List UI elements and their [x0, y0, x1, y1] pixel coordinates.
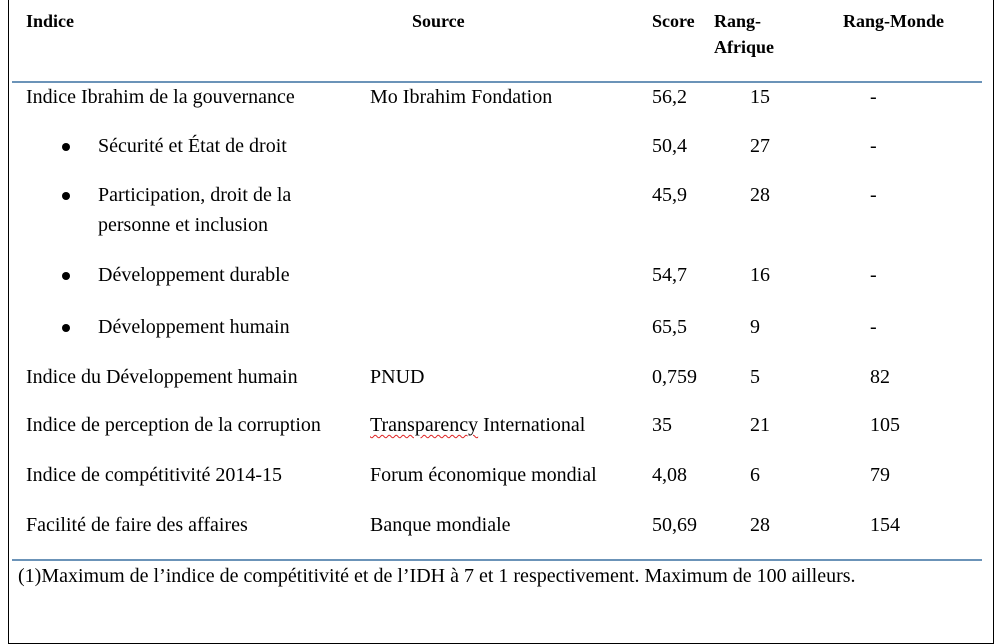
header-divider: [12, 81, 982, 83]
header-rang-afrique-line1: Rang-: [714, 11, 762, 31]
row-indice: Indice de perception de la corruption: [26, 414, 321, 436]
row-score: 35: [652, 414, 672, 436]
row-rang-afrique: 5: [750, 366, 760, 388]
header-rang-afrique-line2: Afrique: [714, 37, 774, 57]
bullet-icon: [62, 272, 70, 280]
row-indice: Indice de compétitivité 2014-15: [26, 464, 283, 486]
row-source: Forum économique mondial: [370, 464, 597, 486]
row-indice: Développement humain: [98, 316, 290, 338]
row-score: 50,69: [652, 514, 697, 536]
row-score: 4,08: [652, 464, 687, 486]
row-rang-monde: -: [870, 86, 877, 108]
row-source: PNUD: [370, 366, 425, 388]
row-rang-monde: 154: [870, 514, 900, 536]
row-rang-afrique: 16: [750, 264, 770, 286]
row-rang-afrique: 27: [750, 135, 770, 157]
row-source: Transparency International: [370, 410, 585, 440]
row-score: 45,9: [652, 184, 687, 206]
row-indice: Indice du Développement humain: [26, 366, 298, 388]
row-source-word: International: [483, 414, 586, 436]
row-rang-monde: 79: [870, 464, 890, 486]
row-indice: Indice Ibrahim de la gouvernance: [26, 86, 295, 108]
row-indice-line1: Participation, droit de la: [98, 184, 292, 206]
footnote: (1)Maximum de l’indice de compétitivité …: [18, 565, 856, 587]
row-score: 56,2: [652, 86, 687, 108]
row-rang-afrique: 28: [750, 184, 770, 206]
row-rang-afrique: 28: [750, 514, 770, 536]
bullet-icon: [62, 324, 70, 332]
header-source: Source: [412, 11, 465, 31]
row-rang-afrique: 6: [750, 464, 760, 486]
footer-divider: [12, 559, 982, 561]
row-indice: Sécurité et État de droit: [98, 135, 287, 157]
header-indice: Indice: [26, 11, 75, 31]
row-source-word-misspelled[interactable]: Transparency: [370, 414, 479, 436]
row-score: 0,759: [652, 366, 697, 388]
bullet-icon: [62, 143, 70, 151]
row-score: 54,7: [652, 264, 687, 286]
row-source: Mo Ibrahim Fondation: [370, 86, 553, 108]
header-score: Score: [652, 11, 695, 31]
bullet-icon: [62, 192, 70, 200]
row-indice-line2: personne et inclusion: [98, 214, 268, 236]
row-rang-monde: -: [870, 316, 877, 338]
row-source: Banque mondiale: [370, 514, 511, 536]
row-rang-afrique: 9: [750, 316, 760, 338]
row-rang-monde: -: [870, 135, 877, 157]
row-score: 65,5: [652, 316, 687, 338]
row-rang-monde: -: [870, 264, 877, 286]
row-rang-afrique: 15: [750, 86, 770, 108]
row-rang-monde: 105: [870, 414, 900, 436]
row-rang-monde: -: [870, 184, 877, 206]
header-rang-monde: Rang-Monde: [843, 11, 945, 31]
row-score: 50,4: [652, 135, 687, 157]
row-indice: Développement durable: [98, 264, 290, 286]
row-indice: Facilité de faire des affaires: [26, 514, 248, 536]
row-rang-monde: 82: [870, 366, 890, 388]
row-rang-afrique: 21: [750, 414, 770, 436]
